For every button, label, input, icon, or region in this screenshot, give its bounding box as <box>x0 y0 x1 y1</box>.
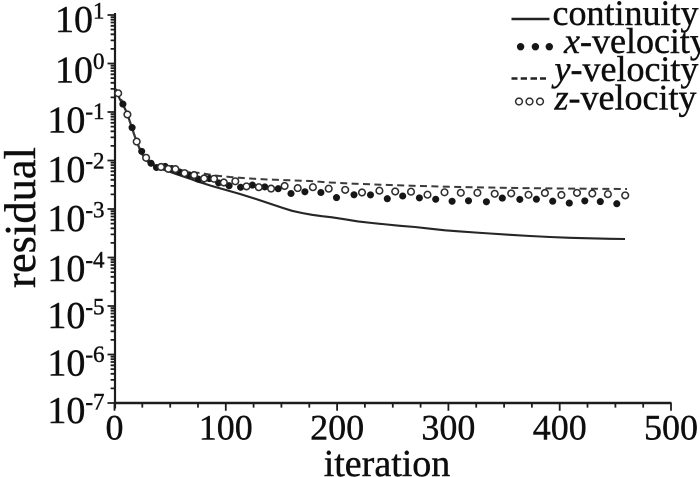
svg-text:y-velocity: y-velocity <box>552 49 699 89</box>
svg-text:500: 500 <box>644 407 698 447</box>
svg-text:residual: residual <box>0 147 45 288</box>
svg-text:300: 300 <box>421 407 475 447</box>
svg-text:200: 200 <box>310 407 364 447</box>
svg-text:400: 400 <box>533 407 587 447</box>
svg-text:10-5: 10-5 <box>47 295 104 338</box>
svg-text:x-velocity: x-velocity <box>563 21 700 61</box>
svg-text:100: 100 <box>199 407 253 447</box>
svg-text:10-3: 10-3 <box>47 198 104 241</box>
svg-text:z-velocity: z-velocity <box>554 78 697 118</box>
svg-text:10-6: 10-6 <box>47 342 104 385</box>
svg-text:continuity: continuity <box>553 0 699 33</box>
svg-text:0: 0 <box>106 407 124 447</box>
svg-text:101: 101 <box>55 0 105 41</box>
svg-text:iteration: iteration <box>324 443 451 477</box>
